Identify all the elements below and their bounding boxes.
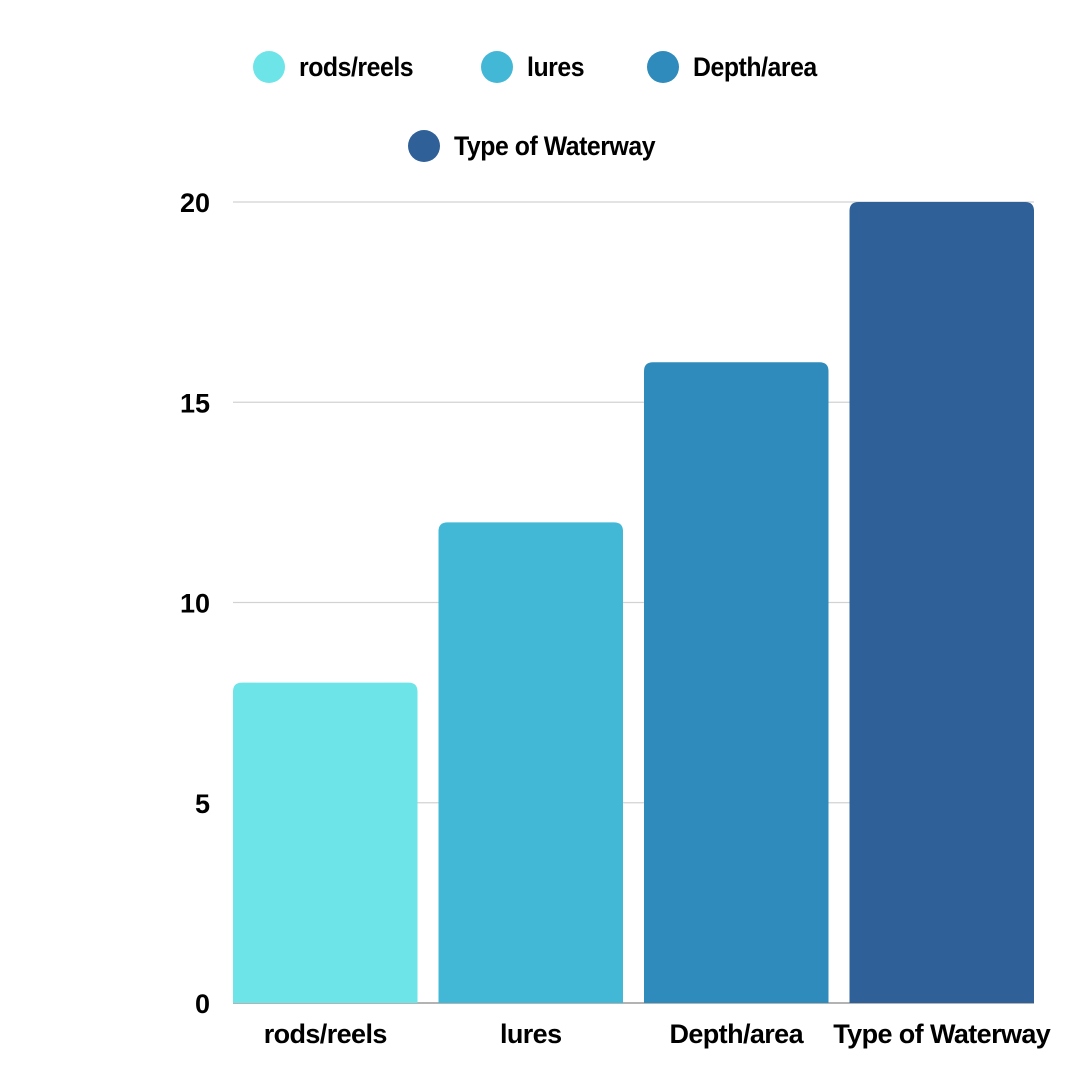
bars — [233, 202, 1034, 1003]
legend-swatch-rods-reels — [252, 51, 285, 83]
x-category-label: lures — [500, 1019, 562, 1049]
y-tick-label: 0 — [195, 989, 210, 1019]
x-category-label: Depth/area — [669, 1019, 804, 1049]
legend-swatch-lures — [480, 51, 513, 83]
x-category-label: Type of Waterway — [833, 1019, 1051, 1049]
y-tick-label: 15 — [180, 388, 210, 418]
x-category-label: rods/reels — [264, 1019, 387, 1049]
legend-item-depth-area: Depth/area — [646, 51, 828, 83]
legend-row-2: Type of Waterway — [0, 126, 1080, 166]
legend-label-lures: lures — [526, 51, 585, 82]
bar — [644, 362, 829, 1003]
legend-label-depth-area: Depth/area — [692, 51, 817, 82]
x-axis-labels: rods/reels lures Depth/area Type of Waterwa… — [264, 1019, 1052, 1049]
legend-label-rods-reels: rods/reels — [298, 51, 414, 82]
legend-label-type-of-waterway: Type of Waterway — [453, 130, 656, 161]
y-tick-label: 10 — [180, 589, 210, 619]
legend-swatch-type-of-waterway — [407, 130, 440, 162]
y-axis-ticks: 0 5 10 15 20 — [180, 188, 210, 1019]
y-tick-label: 20 — [180, 188, 210, 218]
legend-row-1: rods/reels lures Depth/area — [0, 47, 1080, 87]
bar — [849, 202, 1034, 1003]
bar — [438, 522, 623, 1003]
legend-swatch-depth-area — [646, 51, 679, 83]
y-tick-label: 5 — [195, 789, 210, 819]
legend-item-type-of-waterway: Type of Waterway — [407, 130, 673, 162]
bar — [233, 682, 418, 1003]
legend-item-rods-reels: rods/reels — [252, 51, 423, 83]
legend-item-lures: lures — [480, 51, 589, 83]
